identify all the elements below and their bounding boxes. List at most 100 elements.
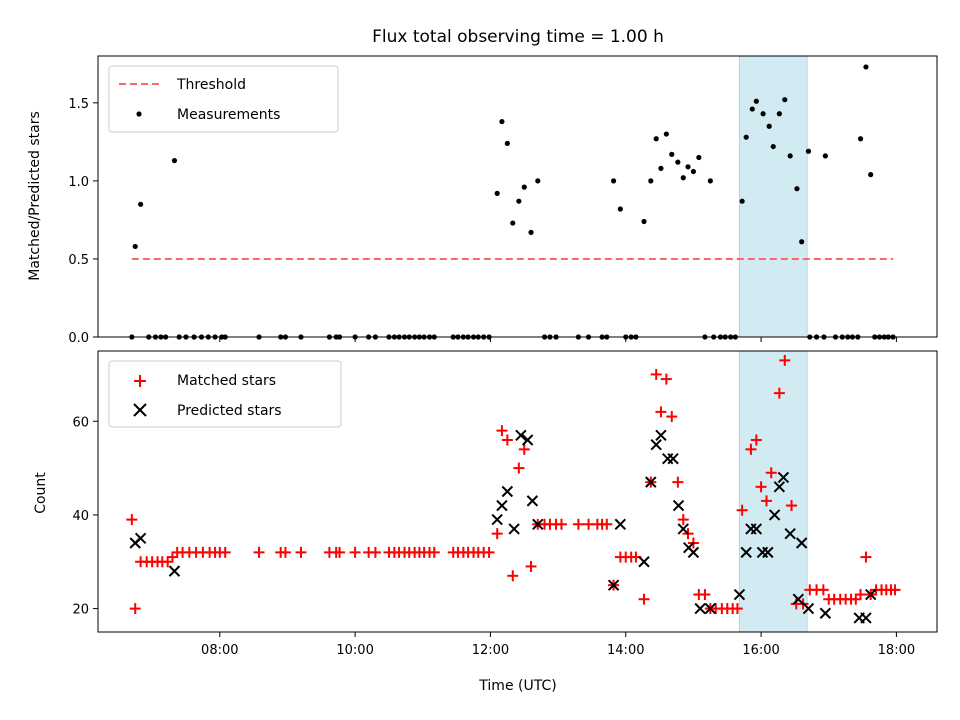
x-tick-label: 10:00: [336, 643, 373, 658]
x-tick-label: 08:00: [201, 643, 238, 658]
predicted-star-point: [733, 588, 746, 601]
predicted-star-point: [762, 546, 774, 559]
measurement-point: [528, 229, 534, 236]
top-legend: Threshold Measurements: [108, 65, 339, 133]
measurement-point: [663, 131, 669, 137]
predicted-star-point: [650, 438, 662, 451]
predicted-star-point: [526, 495, 539, 507]
matched-star-point: [660, 373, 672, 385]
measurement-point: [743, 134, 749, 140]
measurement-point: [707, 178, 713, 184]
predicted-star-point: [655, 429, 667, 442]
matched-star-point: [699, 589, 711, 601]
measurement-point: [696, 154, 702, 161]
measurement-point: [776, 111, 782, 117]
predicted-star-point: [672, 499, 685, 512]
measurement-point: [749, 106, 755, 112]
matched-star-point: [745, 443, 757, 455]
matched-star-point: [750, 434, 762, 446]
measurement-point: [868, 172, 874, 178]
highlight-band: [738, 350, 808, 633]
predicted-star-point: [677, 523, 689, 535]
measurement-point: [787, 153, 793, 159]
predicted-star-point: [508, 523, 520, 535]
matched-legend-label: Matched stars: [177, 373, 276, 389]
predicted-star-point: [134, 532, 147, 545]
matched-star-point: [513, 462, 525, 474]
predicted-star-point: [521, 434, 534, 446]
matched-star-point: [253, 546, 265, 558]
measurement-point: [857, 136, 864, 142]
y-tick-label: 0.5: [68, 253, 89, 268]
matched-star-point: [129, 603, 141, 615]
measurement-point: [499, 118, 505, 125]
matched-star-point: [855, 589, 867, 601]
measurement-point: [770, 143, 776, 150]
bottom-legend: Matched stars Predicted stars: [108, 360, 342, 428]
measurement-point: [648, 178, 654, 184]
measurement-point: [658, 165, 664, 171]
matched-star-point: [760, 495, 772, 507]
measurement-point: [805, 148, 812, 154]
matched-star-point: [507, 570, 519, 582]
matched-star-point: [786, 500, 798, 512]
bottom-y-axis: 20 40 60: [72, 415, 98, 618]
matched-star-point: [162, 556, 174, 568]
matched-star-point: [295, 546, 307, 558]
matched-star-point: [650, 368, 662, 380]
predicted-star-point: [860, 612, 872, 624]
matched-star-point: [755, 481, 767, 493]
bottom-axes-frame: [97, 350, 938, 633]
x-axis: 08:00 10:00 12:00 14:00 16:00 18:00: [201, 632, 915, 658]
measurement-point: [669, 151, 675, 157]
matched-star-point: [672, 476, 684, 488]
predicted-star-point: [784, 527, 796, 540]
y-tick-label: 40: [72, 509, 89, 524]
predicted-legend-swatch: [133, 403, 147, 417]
predicted-star-point: [532, 518, 544, 530]
threshold-legend-label: Threshold: [176, 77, 246, 93]
matched-star-point: [518, 443, 530, 455]
measurements-legend-label: Measurements: [177, 107, 280, 123]
y-tick-label: 0.0: [68, 331, 89, 346]
predicted-star-point: [607, 579, 620, 591]
highlight-band: [738, 55, 808, 338]
measurement-point: [794, 186, 800, 192]
predicted-stars-series: [129, 429, 877, 624]
measurement-point: [132, 243, 138, 250]
x-tick-label: 12:00: [472, 643, 509, 658]
matched-star-point: [349, 546, 361, 558]
measurement-point: [641, 218, 647, 225]
matched-star-point: [779, 354, 791, 366]
matched-star-point: [491, 528, 503, 540]
predicted-star-point: [614, 518, 627, 530]
measurement-point: [138, 201, 144, 207]
measurement-point: [504, 140, 510, 147]
top-panel: 0.0 0.5 1.0 1.5 Matched/Predicted stars Thr…: [27, 55, 938, 346]
top-y-axis: 0.0 0.5 1.0 1.5: [68, 97, 98, 346]
predicted-star-point: [777, 471, 790, 484]
matched-star-point: [126, 514, 138, 526]
predicted-star-point: [768, 509, 781, 521]
measurement-point: [535, 178, 541, 184]
matched-star-point: [655, 406, 667, 418]
predicted-star-point: [638, 556, 650, 568]
matched-star-point: [638, 593, 650, 605]
matched-star-point: [279, 546, 291, 558]
matched-star-point: [428, 546, 440, 558]
measurement-point: [863, 64, 869, 70]
top-axes-frame: [97, 55, 938, 338]
matched-star-point: [555, 518, 567, 530]
measurement-point: [753, 98, 759, 104]
top-legend-box: [108, 65, 339, 133]
measurements-legend-swatch: [136, 111, 142, 117]
y-tick-label: 1.0: [68, 175, 89, 190]
measurement-point: [760, 111, 766, 117]
matched-star-point: [677, 514, 689, 526]
matched-star-point: [572, 518, 584, 530]
measurements-series: [129, 64, 896, 340]
matched-star-point: [765, 467, 777, 479]
predicted-legend-label: Predicted stars: [177, 403, 282, 419]
matched-stars-series: [126, 354, 901, 615]
